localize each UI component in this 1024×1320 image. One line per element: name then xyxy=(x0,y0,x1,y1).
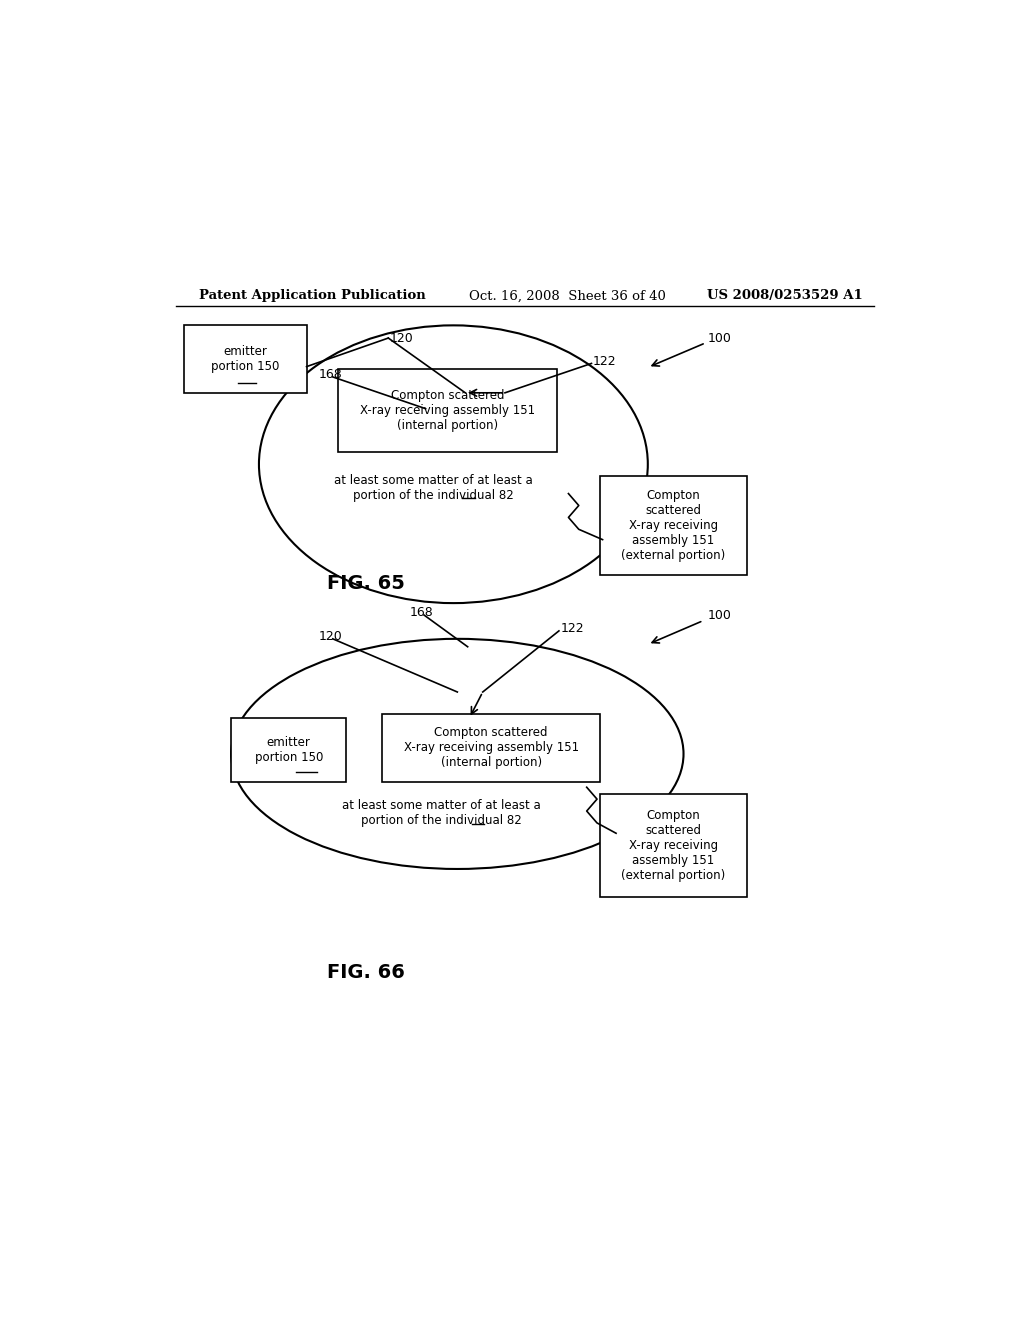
Text: 100: 100 xyxy=(708,331,731,345)
Text: 168: 168 xyxy=(410,606,433,619)
Text: at least some matter of at least a
portion of the individual 82: at least some matter of at least a porti… xyxy=(342,800,541,828)
Bar xyxy=(600,477,748,576)
Text: Compton scattered
X-ray receiving assembly 151
(internal portion): Compton scattered X-ray receiving assemb… xyxy=(359,389,535,432)
Bar xyxy=(600,793,748,896)
Text: 120: 120 xyxy=(318,630,342,643)
Text: 122: 122 xyxy=(560,622,584,635)
Text: FIG. 65: FIG. 65 xyxy=(327,574,406,593)
Text: 100: 100 xyxy=(708,609,731,622)
Text: Compton
scattered
X-ray receiving
assembly 151
(external portion): Compton scattered X-ray receiving assemb… xyxy=(622,490,726,562)
Text: at least some matter of at least a
portion of the individual 82: at least some matter of at least a porti… xyxy=(334,474,532,502)
Text: Compton
scattered
X-ray receiving
assembly 151
(external portion): Compton scattered X-ray receiving assemb… xyxy=(622,809,726,882)
Bar xyxy=(338,370,557,453)
Bar xyxy=(382,714,600,781)
Text: emitter
portion 150: emitter portion 150 xyxy=(255,737,323,764)
Bar xyxy=(231,718,346,781)
Text: US 2008/0253529 A1: US 2008/0253529 A1 xyxy=(708,289,863,302)
Text: Oct. 16, 2008  Sheet 36 of 40: Oct. 16, 2008 Sheet 36 of 40 xyxy=(469,289,667,302)
Text: 168: 168 xyxy=(318,368,342,381)
Bar xyxy=(183,325,306,393)
Text: FIG. 66: FIG. 66 xyxy=(327,962,406,982)
Text: Compton scattered
X-ray receiving assembly 151
(internal portion): Compton scattered X-ray receiving assemb… xyxy=(403,726,579,770)
Text: emitter
portion 150: emitter portion 150 xyxy=(211,345,280,374)
Text: 120: 120 xyxy=(390,331,414,345)
Text: Patent Application Publication: Patent Application Publication xyxy=(200,289,426,302)
Text: 122: 122 xyxy=(592,355,615,368)
